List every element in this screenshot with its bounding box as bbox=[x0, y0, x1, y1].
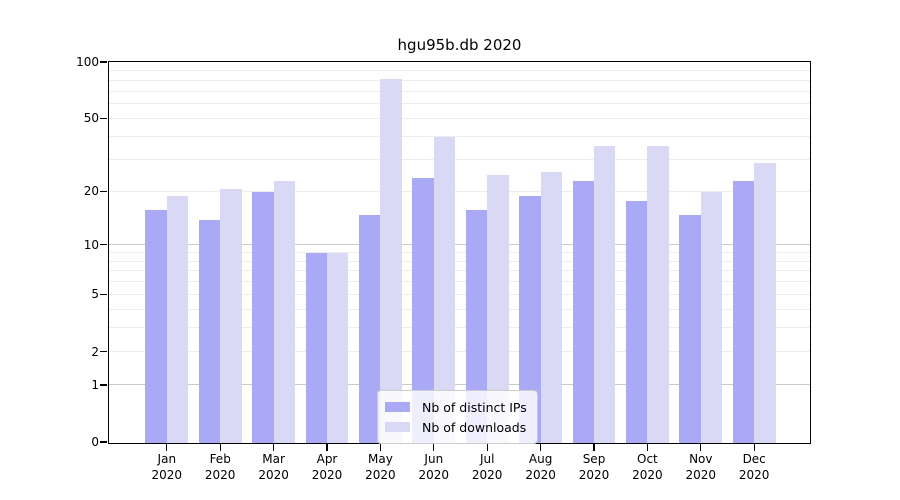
gridline-minor bbox=[109, 281, 810, 283]
y-axis-tick bbox=[100, 384, 107, 386]
y-axis-tick-label: 10 bbox=[83, 237, 99, 252]
x-axis-tick bbox=[326, 443, 328, 451]
x-axis-tick bbox=[433, 443, 435, 451]
gridline-major bbox=[109, 244, 810, 246]
x-axis-tick-label: Jun 2020 bbox=[418, 452, 450, 482]
x-axis-tick bbox=[646, 443, 649, 451]
x-axis-tick-label: Nov 2020 bbox=[685, 452, 717, 482]
x-axis-tick-label: Oct 2020 bbox=[632, 452, 663, 482]
bar-downloads bbox=[433, 137, 456, 443]
y-axis-tick-label: 0 bbox=[91, 435, 99, 449]
gridline-minor bbox=[109, 79, 810, 81]
x-axis-tick-label: Apr 2020 bbox=[311, 452, 343, 482]
y-axis-tick bbox=[100, 117, 107, 119]
x-axis-tick-label: Feb 2020 bbox=[204, 452, 236, 482]
x-axis-tick bbox=[753, 443, 755, 451]
x-axis-tick bbox=[272, 443, 275, 451]
bar-downloads bbox=[166, 196, 189, 443]
x-axis-tick bbox=[379, 443, 382, 451]
bar-downloads bbox=[380, 79, 402, 443]
bar-distinct-ips bbox=[198, 220, 221, 443]
legend-item-downloads: Nb of downloads bbox=[385, 417, 527, 437]
gridline-minor bbox=[109, 270, 810, 272]
bar-distinct-ips bbox=[679, 214, 701, 443]
legend-label-downloads: Nb of downloads bbox=[422, 419, 527, 435]
y-axis-tick bbox=[100, 293, 107, 296]
y-axis-tick-label: 50 bbox=[83, 111, 99, 126]
gridline-minor bbox=[109, 103, 810, 105]
gridline-minor bbox=[109, 190, 810, 192]
bar-downloads bbox=[700, 192, 723, 443]
legend-swatch-distinct-ips-icon bbox=[385, 402, 410, 412]
bar-distinct-ips bbox=[359, 214, 381, 443]
gridline-minor bbox=[109, 308, 810, 310]
x-axis-tick-label: Dec 2020 bbox=[738, 452, 770, 482]
legend-item-distinct-ips: Nb of distinct IPs bbox=[385, 397, 527, 417]
bar-distinct-ips bbox=[732, 181, 755, 443]
bar-distinct-ips bbox=[519, 196, 541, 443]
x-axis-tick-label: Jan 2020 bbox=[151, 452, 183, 482]
x-axis-tick-label: Jul 2020 bbox=[471, 452, 503, 482]
y-axis-tick-label: 2 bbox=[91, 344, 99, 359]
y-axis-tick-label: 20 bbox=[83, 184, 99, 199]
gridline-minor bbox=[109, 158, 810, 160]
x-axis-tick bbox=[700, 443, 702, 451]
x-axis-tick bbox=[219, 443, 221, 451]
x-axis-tick bbox=[593, 443, 595, 451]
gridline-minor bbox=[109, 135, 810, 137]
bar-downloads bbox=[594, 145, 616, 443]
legend: Nb of distinct IPs Nb of downloads bbox=[377, 390, 538, 444]
bar-downloads bbox=[487, 174, 509, 443]
x-axis-tick bbox=[539, 443, 542, 451]
bar-downloads bbox=[327, 253, 349, 443]
y-axis-tick bbox=[100, 190, 107, 192]
x-axis-tick-label: Mar 2020 bbox=[258, 452, 289, 482]
bar-distinct-ips bbox=[145, 209, 167, 443]
bar-distinct-ips bbox=[305, 253, 327, 443]
bar-distinct-ips bbox=[626, 200, 648, 443]
y-axis-tick bbox=[100, 350, 107, 353]
bar-downloads bbox=[220, 188, 242, 443]
bar-distinct-ips bbox=[412, 177, 434, 443]
y-axis-tick bbox=[100, 441, 107, 443]
y-axis-tick-label: 100 bbox=[76, 55, 99, 69]
gridline-major bbox=[109, 384, 810, 386]
gridline-minor bbox=[109, 90, 810, 92]
y-axis-tick bbox=[100, 61, 107, 63]
bar-downloads bbox=[754, 162, 776, 443]
gridline-minor bbox=[109, 327, 810, 329]
bar-downloads bbox=[540, 171, 562, 443]
bar-distinct-ips bbox=[465, 209, 488, 443]
gridline-minor bbox=[109, 351, 810, 353]
chart-title: hgu95b.db 2020 bbox=[397, 36, 522, 54]
y-axis-tick bbox=[100, 243, 107, 246]
x-axis-tick bbox=[486, 443, 488, 451]
legend-label-distinct-ips: Nb of distinct IPs bbox=[422, 399, 527, 415]
gridline-minor bbox=[109, 117, 810, 119]
plot-area: Nb of distinct IPs Nb of downloads 0 1 2 5 1… bbox=[76, 55, 811, 482]
x-axis-tick-label: May 2020 bbox=[365, 452, 396, 482]
y-axis-tick-label: 1 bbox=[91, 377, 99, 392]
gridline-minor bbox=[109, 293, 810, 295]
bar-distinct-ips bbox=[572, 181, 594, 443]
gridline-minor bbox=[109, 251, 810, 253]
bar-distinct-ips bbox=[252, 192, 274, 443]
legend-swatch-downloads-icon bbox=[385, 422, 410, 432]
gridline-minor bbox=[109, 70, 810, 72]
bar-downloads bbox=[647, 145, 669, 443]
x-axis-tick bbox=[166, 443, 168, 451]
x-axis-tick-label: Sep 2020 bbox=[578, 452, 610, 482]
x-axis-tick-label: Aug 2020 bbox=[525, 452, 556, 482]
gridline-minor bbox=[109, 260, 810, 262]
bar-downloads bbox=[273, 181, 295, 443]
y-axis-tick-label: 5 bbox=[91, 287, 99, 302]
